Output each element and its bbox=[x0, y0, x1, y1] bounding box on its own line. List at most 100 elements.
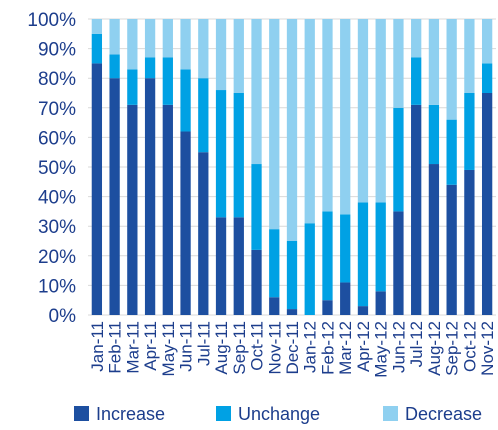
bar-unchange-aug-11 bbox=[215, 90, 227, 218]
bar-increase-feb-12 bbox=[322, 300, 333, 315]
bar-increase-oct-11 bbox=[251, 249, 262, 315]
x-tick-label: Sep-11 bbox=[230, 321, 249, 375]
x-axis: Jan-11Feb-11Mar-11Apr-11May-11Jun-11Jul-… bbox=[88, 321, 497, 378]
bar-unchange-jun-12 bbox=[393, 107, 404, 212]
x-tick-label: Jun-12 bbox=[389, 321, 408, 373]
bar-decrease-jul-12 bbox=[411, 19, 422, 58]
bar-unchange-nov-11 bbox=[269, 229, 280, 298]
bar-decrease-dec-11 bbox=[286, 19, 298, 241]
y-axis: 0% 10% 20% 30% 40% 50% 60% 70% 80% 90% 100% bbox=[27, 10, 76, 327]
bar-increase-aug-11 bbox=[215, 217, 227, 315]
x-tick-label: Mar-12 bbox=[336, 321, 355, 375]
bar-increase-may-12 bbox=[375, 291, 386, 315]
x-tick-label: Jan-11 bbox=[88, 321, 107, 372]
x-tick-label: Feb-12 bbox=[318, 321, 337, 375]
y-tick-label: 70% bbox=[38, 99, 76, 120]
x-tick-label: Jul-11 bbox=[194, 321, 213, 366]
bar-increase-jul-11 bbox=[198, 152, 209, 315]
bar-decrease-jun-12 bbox=[393, 19, 404, 108]
x-tick-label: Mar-11 bbox=[123, 321, 142, 374]
x-tick-label: Aug-11 bbox=[212, 321, 231, 375]
bar-increase-mar-12 bbox=[340, 282, 351, 315]
bar-increase-sep-12 bbox=[446, 184, 457, 315]
bar-unchange-sep-11 bbox=[233, 93, 244, 218]
x-tick-label: Apr-12 bbox=[354, 321, 373, 372]
bar-decrease-jan-11 bbox=[91, 19, 103, 34]
bar-decrease-jan-12 bbox=[304, 19, 315, 224]
bar-increase-dec-11 bbox=[286, 309, 298, 315]
bar-increase-oct-12 bbox=[464, 169, 475, 315]
y-tick-label: 100% bbox=[27, 10, 76, 31]
bar-decrease-aug-11 bbox=[215, 19, 227, 91]
bar-increase-apr-11 bbox=[144, 78, 156, 315]
bar-increase-jul-12 bbox=[411, 104, 422, 315]
bar-decrease-jul-11 bbox=[198, 19, 209, 79]
bar-unchange-nov-12 bbox=[481, 63, 493, 93]
legend-swatch bbox=[216, 406, 231, 421]
x-tick-label: Feb-11 bbox=[106, 321, 125, 374]
x-tick-label: Jan-12 bbox=[301, 321, 320, 373]
x-tick-label: Oct-12 bbox=[460, 321, 479, 372]
bar-unchange-feb-11 bbox=[109, 54, 120, 79]
bar-decrease-feb-11 bbox=[109, 19, 120, 55]
x-tick-label: Nov-12 bbox=[478, 321, 497, 376]
bar-decrease-sep-12 bbox=[446, 19, 457, 120]
bar-decrease-oct-11 bbox=[251, 19, 262, 165]
legend-swatch bbox=[74, 406, 89, 421]
bar-decrease-apr-12 bbox=[357, 19, 369, 203]
x-tick-label: May-11 bbox=[159, 321, 178, 376]
x-tick-label: Apr-11 bbox=[141, 321, 160, 371]
bar-unchange-may-11 bbox=[162, 57, 173, 105]
bar-unchange-apr-11 bbox=[144, 57, 156, 79]
legend-label: Increase bbox=[96, 404, 165, 424]
bar-decrease-nov-12 bbox=[481, 19, 493, 64]
bar-increase-sep-11 bbox=[233, 217, 244, 315]
bar-unchange-jan-11 bbox=[91, 33, 103, 64]
x-tick-label: Nov-11 bbox=[265, 321, 284, 375]
bar-decrease-aug-12 bbox=[428, 19, 440, 105]
y-tick-label: 90% bbox=[38, 40, 76, 61]
bar-decrease-sep-11 bbox=[233, 19, 244, 93]
bars bbox=[91, 19, 493, 316]
bar-unchange-jan-12 bbox=[304, 223, 315, 315]
bar-decrease-nov-11 bbox=[269, 19, 280, 230]
legend-label: Unchange bbox=[238, 404, 320, 424]
bar-increase-feb-11 bbox=[109, 78, 120, 315]
bar-decrease-apr-11 bbox=[144, 19, 156, 58]
y-tick-label: 20% bbox=[38, 247, 76, 268]
x-tick-label: Sep-12 bbox=[443, 321, 462, 376]
bar-increase-may-11 bbox=[162, 104, 173, 315]
y-tick-label: 50% bbox=[38, 158, 76, 179]
bar-unchange-apr-12 bbox=[357, 202, 369, 307]
bar-increase-nov-11 bbox=[269, 297, 280, 315]
legend: Increase Unchange Decrease bbox=[74, 404, 482, 424]
bar-increase-jan-11 bbox=[91, 63, 103, 316]
x-tick-label: Oct-11 bbox=[248, 321, 267, 371]
bar-unchange-feb-12 bbox=[322, 211, 333, 301]
legend-item-increase: Increase bbox=[74, 404, 165, 424]
bar-decrease-jun-11 bbox=[180, 19, 191, 70]
y-tick-label: 60% bbox=[38, 128, 76, 149]
x-tick-label: Jul-12 bbox=[407, 321, 426, 367]
bar-increase-jun-11 bbox=[180, 131, 191, 315]
legend-label: Decrease bbox=[405, 404, 482, 424]
bar-decrease-feb-12 bbox=[322, 19, 333, 212]
bar-unchange-jul-11 bbox=[198, 78, 209, 153]
x-tick-label: May-12 bbox=[372, 321, 391, 378]
bar-unchange-may-12 bbox=[375, 202, 386, 292]
bar-unchange-mar-12 bbox=[340, 214, 351, 283]
bar-decrease-mar-12 bbox=[340, 19, 351, 215]
legend-item-decrease: Decrease bbox=[383, 404, 482, 424]
x-tick-label: Jun-11 bbox=[177, 321, 196, 372]
bar-decrease-may-11 bbox=[162, 19, 173, 58]
bar-decrease-mar-11 bbox=[127, 19, 138, 70]
bar-increase-jun-12 bbox=[393, 211, 404, 315]
bar-increase-apr-12 bbox=[357, 306, 369, 315]
bar-unchange-oct-12 bbox=[464, 93, 475, 170]
bar-decrease-may-12 bbox=[375, 19, 386, 203]
y-tick-label: 0% bbox=[49, 306, 77, 327]
bar-unchange-jun-11 bbox=[180, 69, 191, 132]
bar-increase-mar-11 bbox=[127, 104, 138, 315]
bar-unchange-dec-11 bbox=[286, 241, 298, 310]
bar-unchange-sep-12 bbox=[446, 119, 457, 185]
